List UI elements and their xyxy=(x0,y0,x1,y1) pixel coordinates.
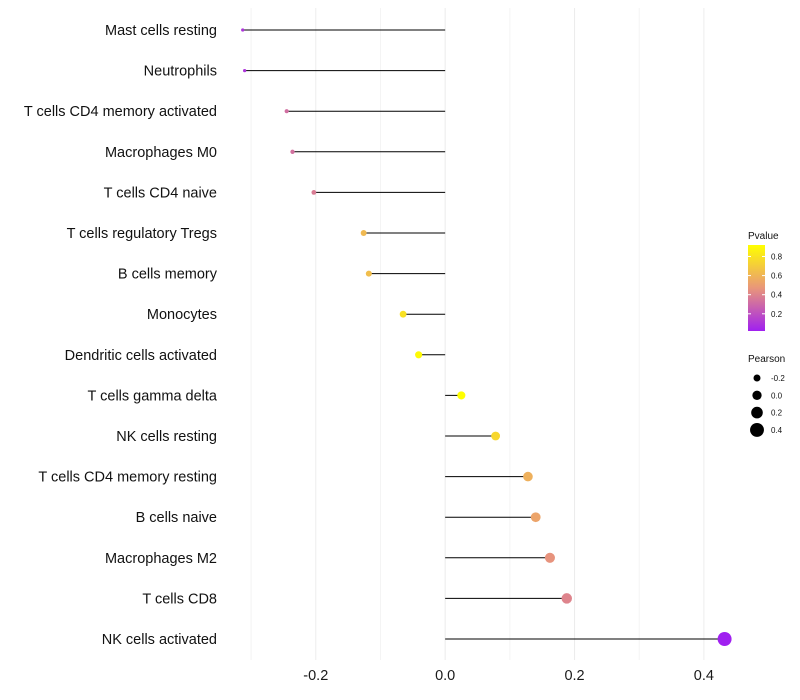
pvalue-legend-title: Pvalue xyxy=(748,231,779,242)
category-label: B cells memory xyxy=(118,267,218,283)
lollipop-point xyxy=(290,149,295,154)
pearson-legend-dot xyxy=(751,406,763,419)
pearson-legend-label: 0.4 xyxy=(771,426,783,435)
lollipop-point xyxy=(284,109,289,114)
lollipop-point xyxy=(491,431,501,441)
lollipop-point xyxy=(399,310,407,318)
lollipop-point xyxy=(457,391,466,400)
category-label: T cells CD8 xyxy=(142,591,217,607)
category-label: T cells regulatory Tregs xyxy=(67,226,217,242)
lollipop-point xyxy=(241,28,245,32)
grid-lines xyxy=(250,8,705,660)
category-label: T cells CD4 memory activated xyxy=(24,104,217,120)
category-label: T cells CD4 memory resting xyxy=(38,470,217,486)
lollipop-point xyxy=(243,68,247,73)
pvalue-colorbar xyxy=(748,245,765,331)
lollipop-point xyxy=(530,512,541,523)
pearson-legend-title: Pearson xyxy=(748,354,785,365)
x-tick-label: 0.4 xyxy=(694,668,714,684)
lollipop-point xyxy=(717,632,732,646)
lollipop-point xyxy=(523,471,533,482)
category-label: NK cells resting xyxy=(116,429,217,445)
x-tick-label: -0.2 xyxy=(303,668,328,684)
pearson-legend: Pearson -0.2 0.0 0.2 0.4 xyxy=(748,354,785,437)
lollipop-point xyxy=(544,552,555,563)
lollipop-point xyxy=(415,351,423,359)
lollipop-stems xyxy=(242,29,725,640)
x-tick-label: 0.2 xyxy=(564,668,584,684)
category-label: NK cells activated xyxy=(102,632,217,648)
pearson-legend-label: 0.0 xyxy=(771,391,783,400)
pvalue-legend-label: 0.8 xyxy=(771,252,783,261)
lollipop-points xyxy=(241,28,732,646)
lollipop-point xyxy=(561,593,572,604)
category-label: Macrophages M0 xyxy=(105,145,217,161)
pearson-legend-label: -0.2 xyxy=(771,374,785,383)
pvalue-legend: Pvalue 0.2 0.4 0.6 0.8 xyxy=(748,231,783,331)
x-axis-tick-labels: -0.2 0.0 0.2 0.4 xyxy=(303,668,714,684)
category-label: T cells CD4 naive xyxy=(104,185,217,201)
pvalue-legend-label: 0.4 xyxy=(771,291,783,300)
lollipop-point xyxy=(360,230,367,236)
category-label: Monocytes xyxy=(147,307,217,323)
pvalue-legend-label: 0.2 xyxy=(771,310,783,319)
pearson-legend-label: 0.2 xyxy=(771,409,783,418)
category-label: B cells naive xyxy=(136,510,217,526)
category-label: Mast cells resting xyxy=(105,23,217,39)
pearson-legend-dot xyxy=(753,374,761,382)
category-label: Macrophages M2 xyxy=(105,551,217,567)
lollipop-point xyxy=(311,190,317,195)
category-label: Neutrophils xyxy=(144,64,217,80)
y-axis-category-labels: Mast cells resting Neutrophils T cells CD4… xyxy=(24,23,218,648)
lollipop-point xyxy=(365,270,372,277)
pearson-legend-dot xyxy=(750,422,764,437)
pearson-legend-dot xyxy=(752,390,762,400)
category-label: T cells gamma delta xyxy=(88,388,218,404)
x-tick-label: 0.0 xyxy=(435,668,455,684)
category-label: Dendritic cells activated xyxy=(65,348,217,364)
pvalue-legend-label: 0.6 xyxy=(771,272,783,281)
